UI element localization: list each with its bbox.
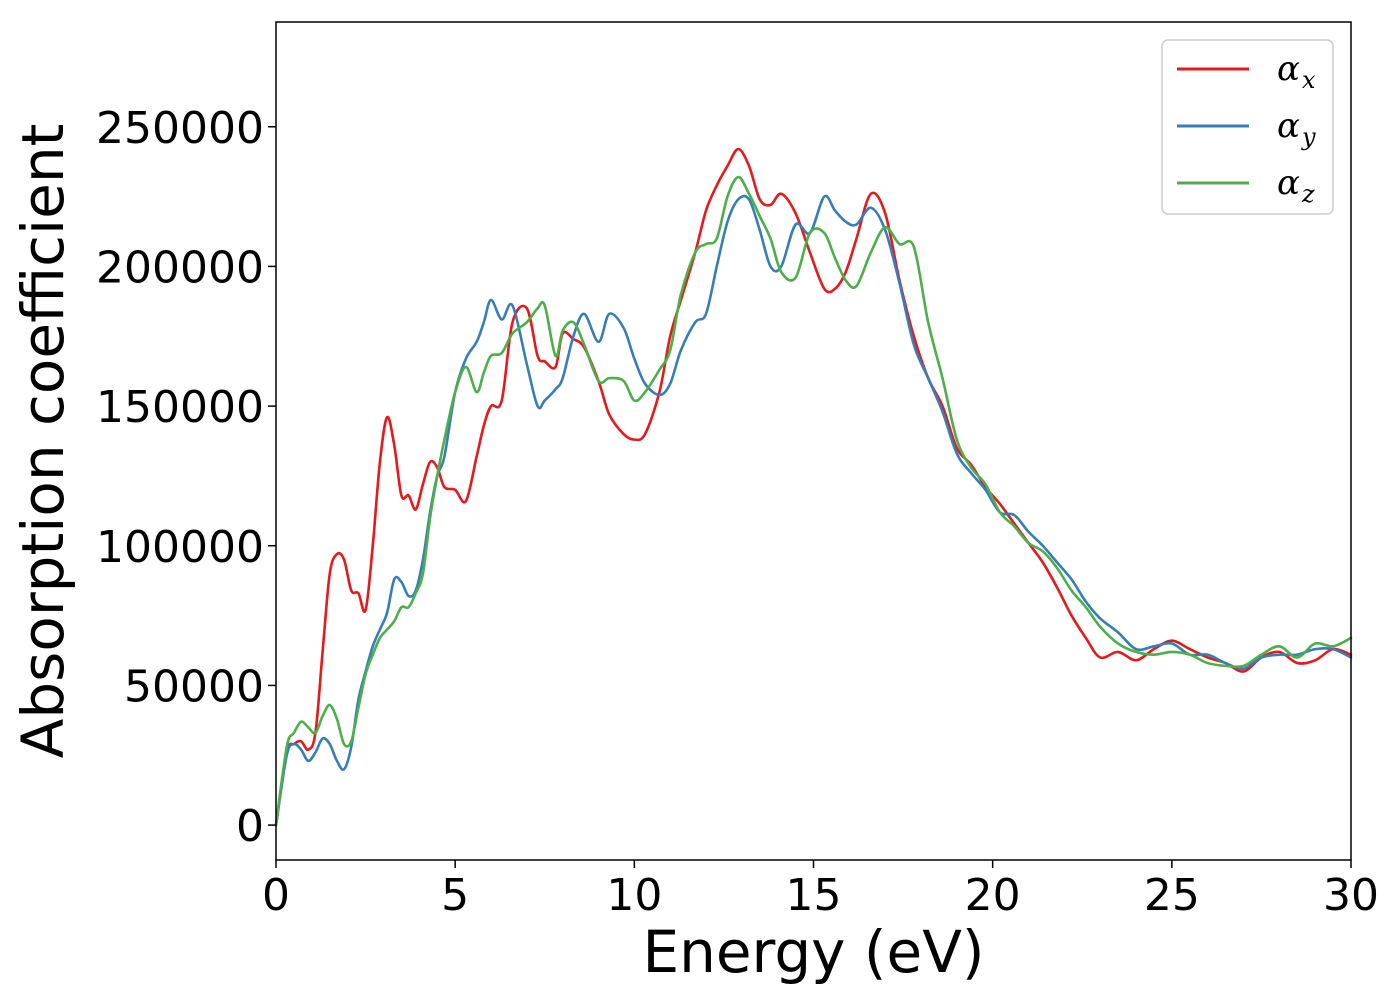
legend-subscript-x: x [1302, 66, 1316, 94]
y-tick-label: 150000 [96, 382, 264, 433]
legend-subscript-z: z [1301, 180, 1315, 208]
series-line-y [274, 194, 1353, 827]
y-axis-ticks: 0 50000 100000 150000 200000 250000 [96, 103, 276, 852]
series-line-x [274, 147, 1353, 827]
y-axis-label: Absorption coefficient [9, 124, 77, 759]
x-tick-label: 5 [441, 870, 469, 921]
y-tick-label: 0 [236, 801, 264, 852]
x-tick-label: 0 [262, 870, 290, 921]
x-tick-label: 20 [965, 870, 1021, 921]
y-tick-label: 50000 [124, 661, 264, 712]
x-tick-label: 30 [1323, 870, 1379, 921]
y-tick-label: 100000 [96, 522, 264, 573]
x-axis-ticks: 0 5 10 15 20 25 30 [262, 860, 1379, 921]
legend-subscript-y: y [1301, 123, 1316, 151]
x-tick-label: 10 [606, 870, 662, 921]
y-tick-label: 250000 [96, 103, 264, 154]
series-layer [274, 147, 1353, 827]
x-tick-label: 15 [786, 870, 842, 921]
y-tick-label: 200000 [96, 242, 264, 293]
x-axis-label: Energy (eV) [642, 918, 984, 986]
x-tick-label: 25 [1144, 870, 1200, 921]
series-line-z [274, 175, 1353, 827]
